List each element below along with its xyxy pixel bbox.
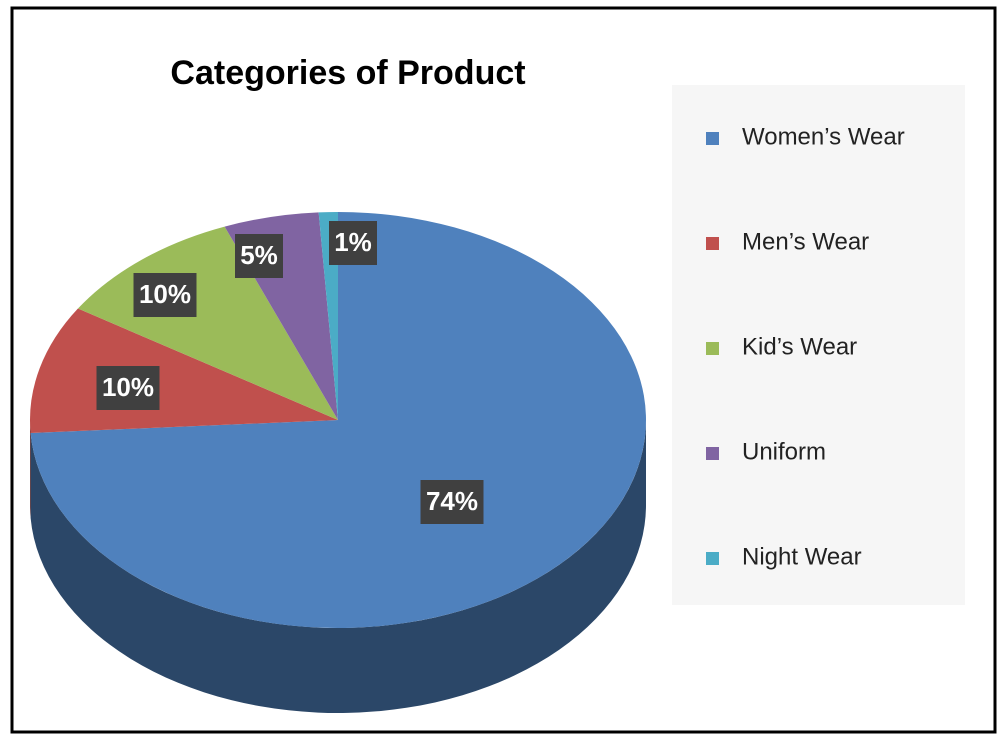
pie-side-segment xyxy=(30,420,31,519)
data-label-box xyxy=(235,234,283,278)
pie-side xyxy=(30,420,646,713)
data-label: 10% xyxy=(102,372,154,402)
legend: Women’s Wear Men’s Wear Kid’s Wear Uniform N… xyxy=(706,123,905,570)
data-labels: 74% 10% 10% 5% 1% xyxy=(96,221,484,524)
data-label-box xyxy=(96,366,160,410)
data-label: 1% xyxy=(334,227,372,257)
legend-label: Uniform xyxy=(742,438,826,465)
data-label-box xyxy=(420,480,484,524)
pie-side-segment xyxy=(30,420,646,713)
legend-label: Men’s Wear xyxy=(742,228,869,255)
pie-slice xyxy=(30,212,646,628)
legend-marker xyxy=(706,552,719,565)
legend-marker xyxy=(706,447,719,460)
legend-marker xyxy=(706,132,719,145)
data-label-box xyxy=(329,221,377,265)
pie-top xyxy=(29,212,646,628)
data-label-box xyxy=(133,273,197,317)
data-label: 5% xyxy=(240,240,278,270)
data-label: 10% xyxy=(139,279,191,309)
legend-box xyxy=(672,85,965,605)
legend-label: Kid’s Wear xyxy=(742,333,857,360)
legend-label: Night Wear xyxy=(742,543,862,570)
legend-marker xyxy=(706,237,719,250)
legend-label: Women’s Wear xyxy=(742,123,905,150)
data-label: 74% xyxy=(426,486,478,516)
legend-marker xyxy=(706,342,719,355)
chart-title: Categories of Product xyxy=(170,54,525,92)
